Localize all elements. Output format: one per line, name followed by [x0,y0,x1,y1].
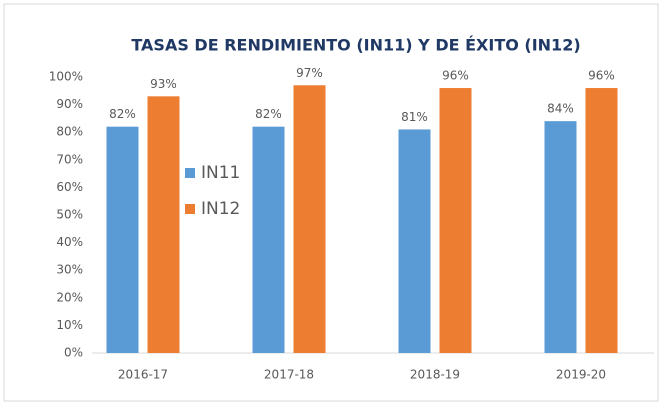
bar [439,88,472,353]
y-tick-label: 50% [56,208,83,222]
x-tick-label: 2016-17 [118,368,168,382]
bar [293,85,326,353]
legend-label: IN12 [201,199,240,219]
data-label: 97% [296,66,323,80]
data-label: 96% [442,69,469,83]
data-label: 96% [588,69,615,83]
data-label: 82% [109,107,136,121]
y-tick-label: 80% [56,125,83,139]
data-label: 93% [150,77,177,91]
chart-title: TASAS DE RENDIMIENTO (IN11) Y DE ÉXITO (… [131,36,580,55]
bar [106,126,139,354]
y-tick-label: 60% [56,180,83,194]
bar [147,96,180,353]
bar [544,121,577,353]
y-tick-label: 20% [56,290,83,304]
legend-swatch [185,168,195,178]
y-tick-label: 40% [56,235,83,249]
data-label: 81% [401,110,428,124]
y-tick-label: 0% [64,346,83,360]
x-tick-label: 2017-18 [264,368,314,382]
data-label: 82% [255,107,282,121]
y-tick-label: 30% [56,263,83,277]
bar [585,88,618,353]
legend-label: IN11 [201,163,240,183]
data-label: 84% [547,102,574,116]
x-tick-label: 2018-19 [410,368,460,382]
legend-swatch [185,204,195,214]
y-tick-label: 100% [49,70,83,84]
x-tick-label: 2019-20 [556,368,606,382]
y-tick-label: 70% [56,152,83,166]
bar [252,126,285,354]
y-tick-label: 90% [56,97,83,111]
y-tick-label: 10% [56,318,83,332]
bar [398,129,431,353]
